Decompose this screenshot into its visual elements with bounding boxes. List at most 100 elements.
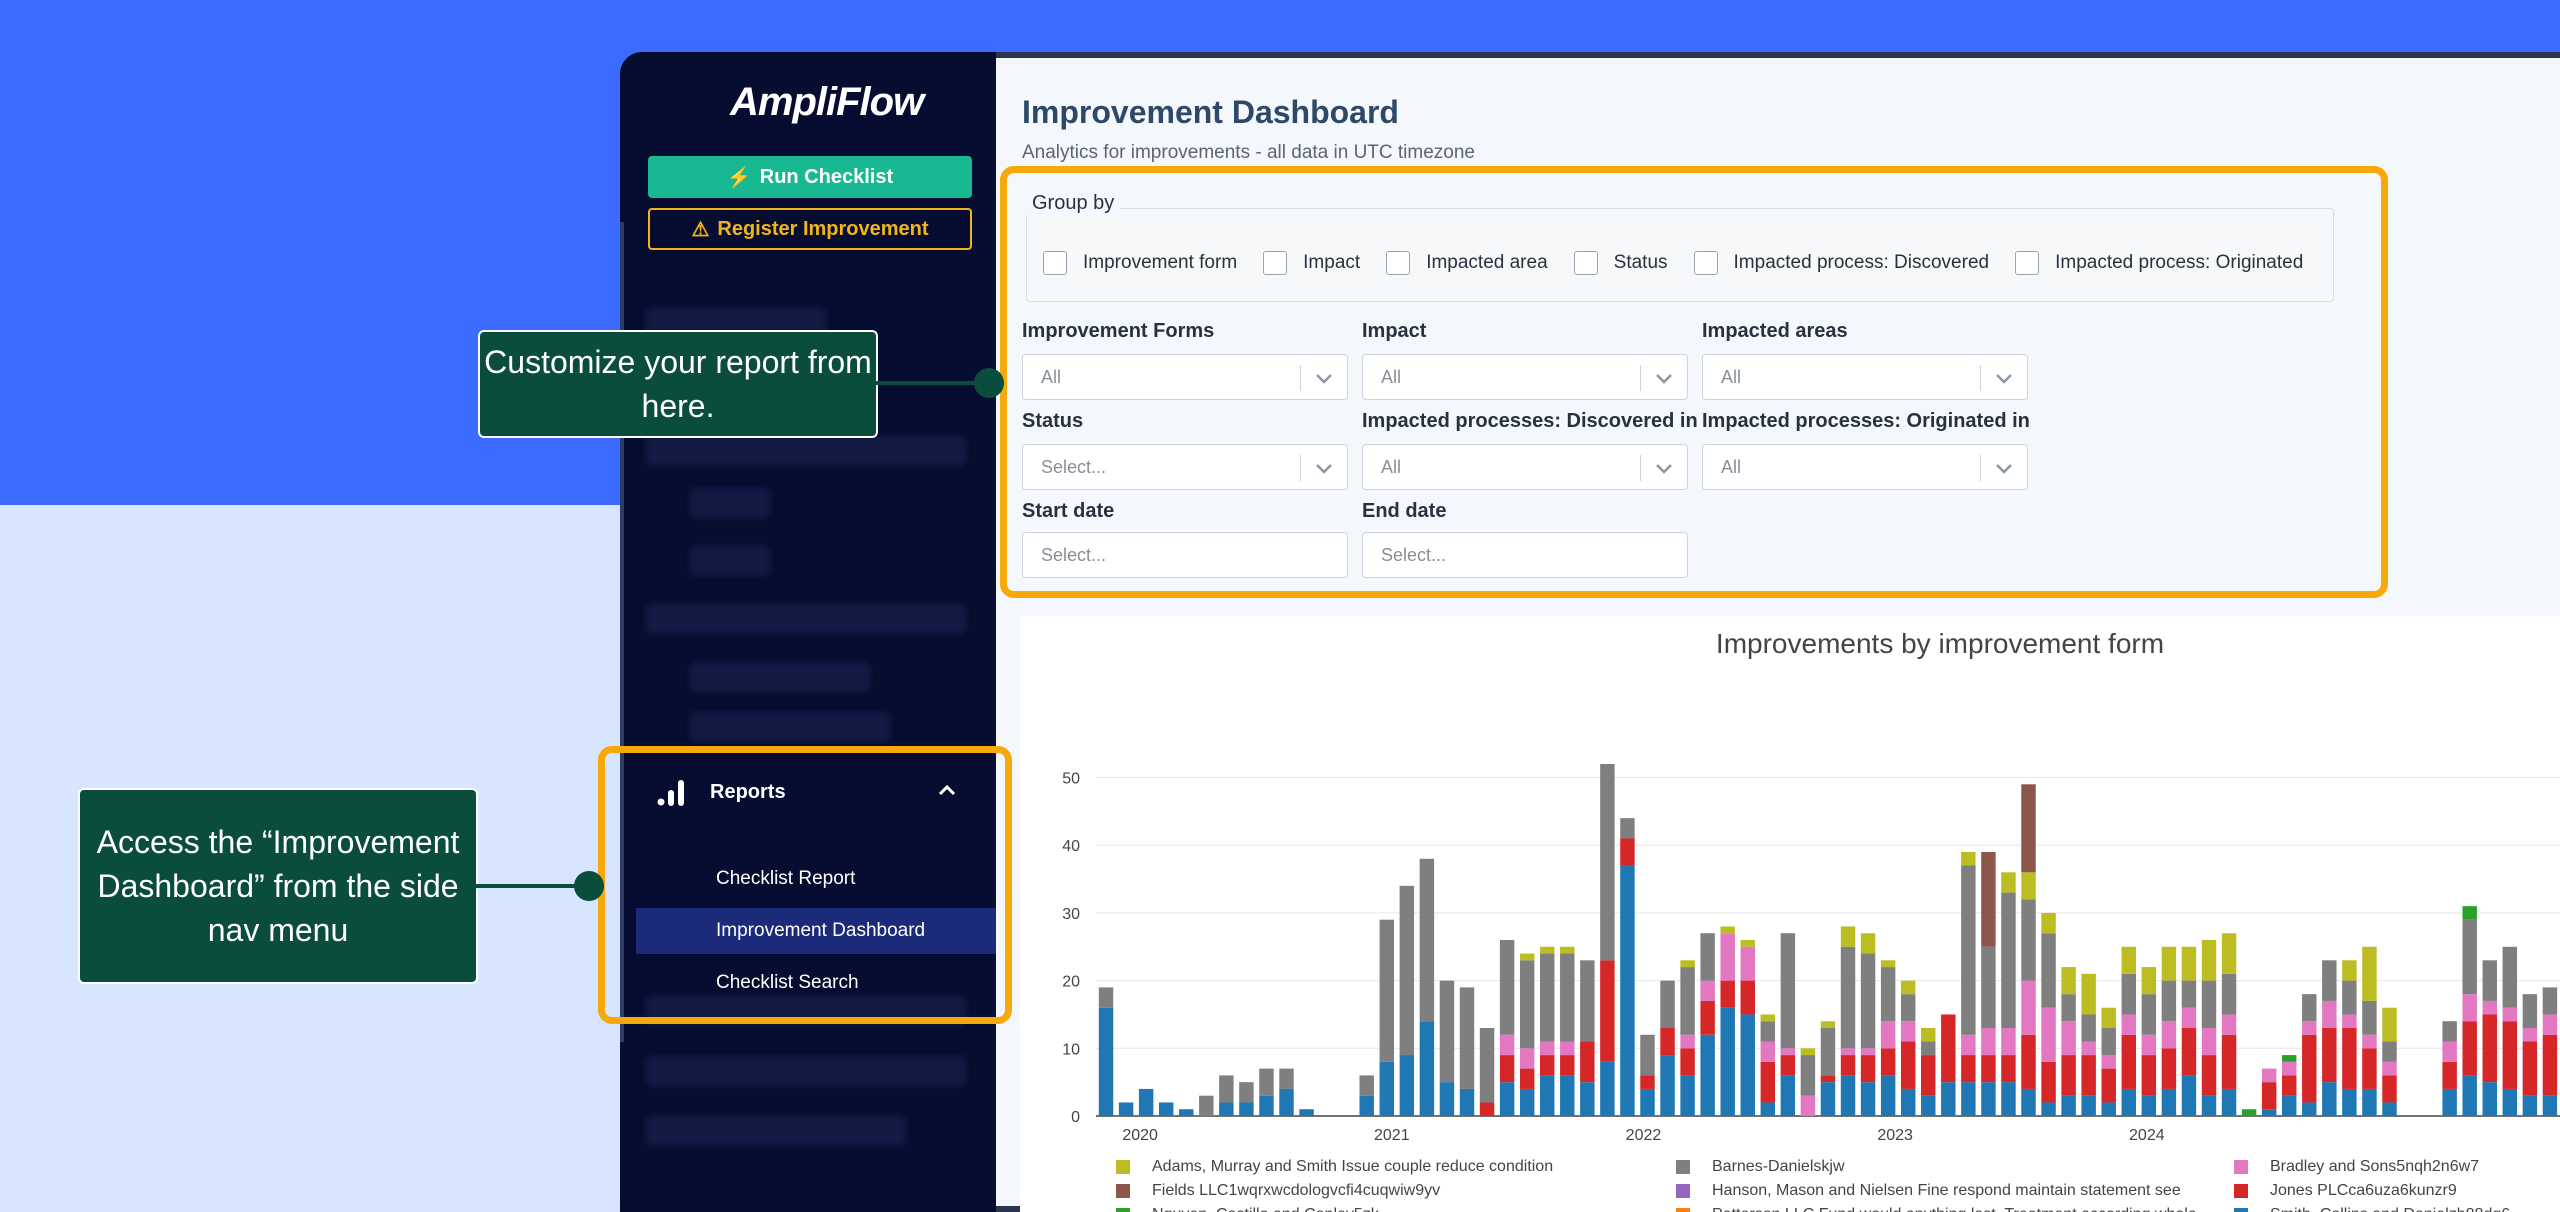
- start-date-input[interactable]: Select...: [1022, 532, 1348, 578]
- bar-segment: [2502, 946, 2518, 1008]
- bar-segment: [2522, 1028, 2538, 1042]
- bar-segment: [2241, 1109, 2257, 1116]
- originated-in-select[interactable]: All: [1702, 444, 2028, 490]
- bar-segment: [2201, 1028, 2217, 1056]
- bar-segment: [2482, 1014, 2497, 1083]
- checkbox-process-discovered[interactable]: [1693, 251, 1718, 275]
- checkbox-improvement-form[interactable]: [1043, 251, 1067, 275]
- sidebar-item-blurred[interactable]: [646, 1116, 906, 1146]
- impacted-areas-select[interactable]: All: [1702, 354, 2028, 400]
- bar-segment: [2081, 1014, 2096, 1042]
- sidebar-item-blurred[interactable]: [690, 662, 870, 692]
- chart-card: Improvements by improvement form 0 10 20 30…: [1020, 616, 2560, 1212]
- bar-segment: [2542, 1034, 2558, 1096]
- lightning-icon: ⚡: [726, 166, 752, 189]
- bar-segment: [1780, 933, 1796, 1049]
- run-checklist-button[interactable]: ⚡ Run Checklist: [648, 156, 972, 198]
- bar-segment: [1820, 1082, 1836, 1116]
- bar-segment: [1740, 946, 1755, 981]
- sidebar-item-checklist-search[interactable]: Checklist Search: [716, 972, 859, 993]
- bar-segment: [1840, 926, 1856, 947]
- sidebar-item-blurred[interactable]: [646, 1056, 966, 1086]
- register-improvement-button[interactable]: ⚠ Register Improvement: [648, 208, 972, 250]
- bar-segment: [2201, 1055, 2217, 1096]
- bar-segment: [2081, 1095, 2096, 1116]
- bar-segment: [2001, 1028, 2016, 1056]
- sidebar-item-blurred[interactable]: [646, 604, 966, 634]
- bar-segment: [1981, 946, 1996, 1028]
- bar-segment: [1860, 1082, 1876, 1116]
- sidebar-scrollbar[interactable]: [620, 222, 624, 1042]
- checkbox-status[interactable]: [1573, 251, 1598, 275]
- bar-segment: [1961, 852, 1976, 866]
- bar-segment: [1820, 1021, 1836, 1028]
- checkbox-impacted-area[interactable]: [1386, 251, 1411, 275]
- bar-segment: [2342, 1088, 2357, 1116]
- bar-segment: [1700, 980, 1715, 1001]
- bar-segment: [2021, 1088, 2036, 1116]
- bar-segment: [2081, 973, 2096, 1015]
- y-tick-label: 30: [1062, 906, 1080, 923]
- improvement-forms-select[interactable]: All: [1022, 354, 1348, 400]
- bar-segment: [1921, 1041, 1936, 1056]
- sidebar-item-blurred[interactable]: [690, 546, 770, 576]
- bar-segment: [1880, 1021, 1896, 1049]
- sidebar-item-blurred[interactable]: [690, 712, 890, 742]
- bar-segment: [1961, 1082, 1976, 1116]
- chevron-down-icon: [1316, 464, 1332, 474]
- bar-segment: [2141, 1034, 2157, 1056]
- bar-segment: [1800, 1095, 1816, 1116]
- legend-item[interactable]: Jones PLCca6uza6kunzr9: [2234, 1182, 2457, 1200]
- filter-label: Impacted areas: [1702, 320, 1848, 342]
- sidebar-item-improvement-dashboard[interactable]: Improvement Dashboard: [636, 908, 996, 954]
- sidebar-item-blurred[interactable]: [690, 488, 770, 518]
- bar-segment: [1419, 858, 1435, 1022]
- bar-segment: [1880, 1048, 1896, 1076]
- bar-segment: [1941, 1014, 1956, 1083]
- legend-label: Hanson, Mason and Nielsen Fine respond m…: [1712, 1182, 2181, 1199]
- checkbox-label: Status: [1613, 252, 1668, 273]
- legend-item[interactable]: Adams, Murray and Smith Issue couple red…: [1116, 1158, 1553, 1176]
- bar-segment: [2322, 1028, 2337, 1083]
- checkbox-impact[interactable]: [1263, 251, 1288, 275]
- status-select[interactable]: Select...: [1022, 444, 1348, 490]
- legend-item[interactable]: Nguyen, Castillo and Conley5zk: [1116, 1206, 1379, 1212]
- bar-segment: [2382, 1061, 2397, 1076]
- filter-label: Improvement Forms: [1022, 320, 1215, 342]
- legend-item[interactable]: Bradley and Sons5nqh2n6w7: [2234, 1158, 2479, 1176]
- bar-segment: [2181, 946, 2197, 981]
- sidebar-item-reports[interactable]: Reports: [640, 762, 980, 822]
- bar-segment: [2161, 1021, 2177, 1049]
- bar-segment: [2442, 1061, 2457, 1089]
- filter-label: Status: [1022, 410, 1084, 432]
- y-tick-label: 10: [1062, 1041, 1080, 1058]
- legend-swatch: [2234, 1208, 2248, 1212]
- sidebar-item-checklist-report[interactable]: Checklist Report: [716, 868, 856, 889]
- legend-item[interactable]: Smith, Collins and Danielzb88dg6: [2234, 1206, 2510, 1212]
- bar-segment: [2442, 1041, 2457, 1062]
- checkbox-process-originated[interactable]: [2015, 251, 2040, 275]
- legend-item[interactable]: Barnes-Danielskjw: [1676, 1158, 1845, 1176]
- legend-swatch: [2234, 1160, 2248, 1174]
- bar-segment: [2201, 1095, 2217, 1116]
- legend-item[interactable]: Hanson, Mason and Nielsen Fine respond m…: [1676, 1182, 2181, 1200]
- bar-segment: [2101, 1102, 2116, 1116]
- discovered-in-select[interactable]: All: [1362, 444, 1688, 490]
- impact-select[interactable]: All: [1362, 354, 1688, 400]
- bar-segment: [2382, 1102, 2397, 1116]
- legend-label: Nguyen, Castillo and Conley5zk: [1152, 1206, 1379, 1212]
- bar-segment: [2342, 1028, 2357, 1089]
- legend-item[interactable]: Fields LLC1wqrxwcdologvcfi4cuqwiw9yv: [1116, 1182, 1440, 1200]
- bar-segment: [2382, 1007, 2397, 1042]
- select-value: All: [1721, 366, 1742, 387]
- x-tick-label: 2022: [1626, 1127, 1662, 1144]
- bar-segment: [1439, 980, 1455, 1083]
- legend-item[interactable]: Patterson LLC Fund would anything last. …: [1676, 1206, 2197, 1212]
- bar-segment: [2302, 1102, 2317, 1116]
- end-date-input[interactable]: Select...: [1362, 532, 1688, 578]
- bar-segment: [1560, 1041, 1575, 1056]
- bar-segment: [1680, 967, 1695, 1035]
- bar-segment: [2302, 1034, 2317, 1103]
- sidebar-item-blurred[interactable]: [646, 436, 966, 466]
- bar-segment: [1760, 1061, 1776, 1103]
